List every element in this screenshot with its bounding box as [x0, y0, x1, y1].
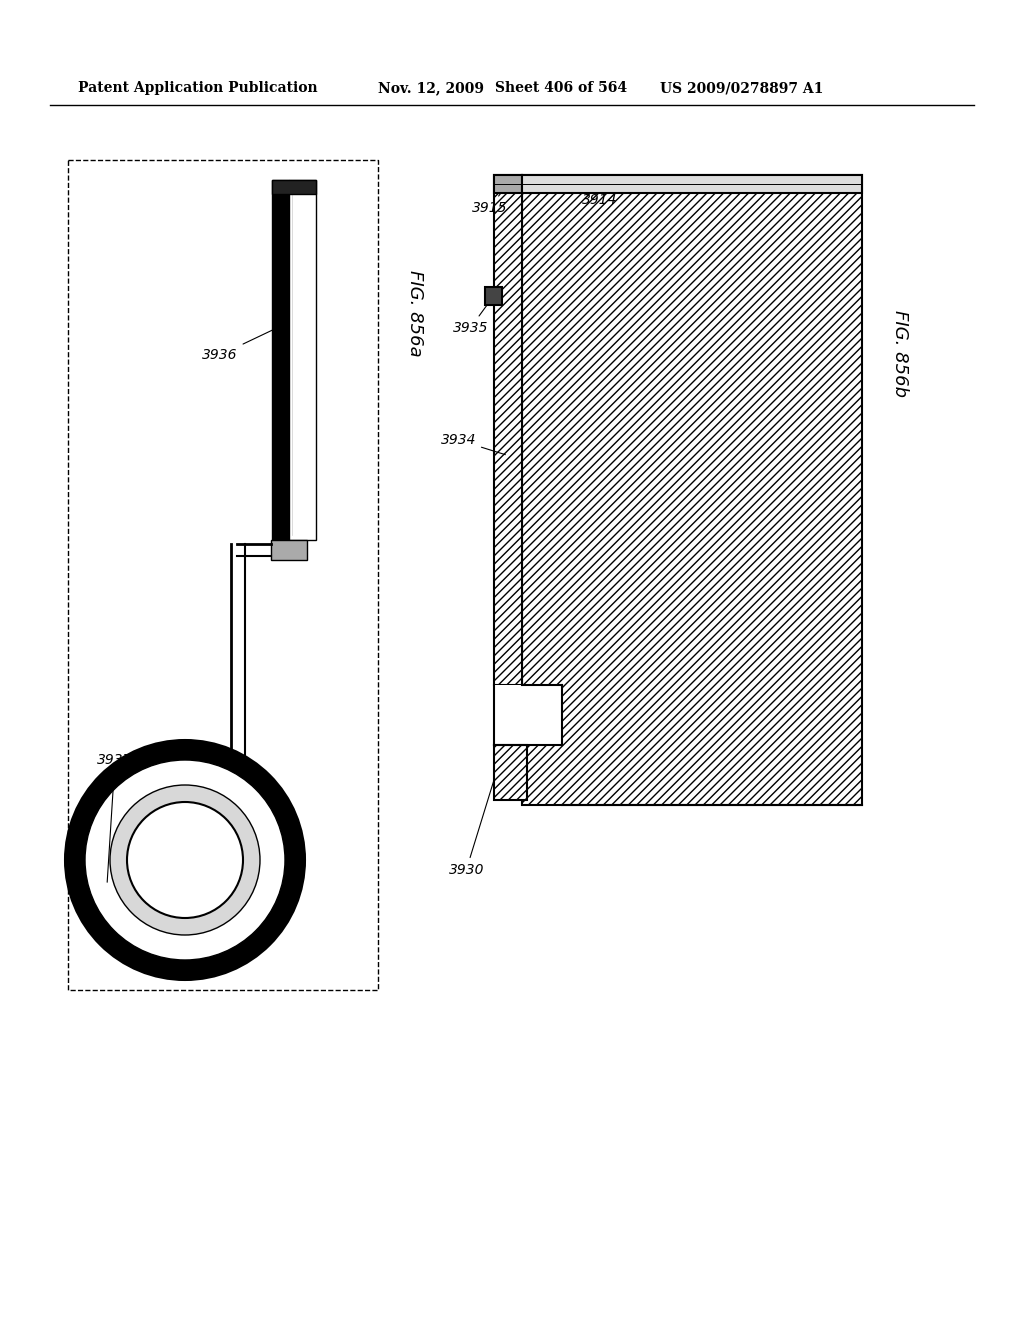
Bar — [494, 176, 522, 193]
Circle shape — [110, 785, 260, 935]
Bar — [68, 160, 378, 990]
Bar — [289, 180, 316, 540]
Text: FIG. 856b: FIG. 856b — [891, 310, 909, 397]
Text: 3937: 3937 — [97, 752, 133, 882]
Bar — [522, 176, 862, 805]
Text: 3915: 3915 — [471, 186, 507, 215]
Text: FIG. 856a: FIG. 856a — [406, 271, 424, 356]
Text: 3936: 3936 — [203, 325, 283, 362]
Bar — [494, 744, 527, 800]
Text: 3934: 3934 — [440, 433, 506, 454]
Text: 3930: 3930 — [449, 718, 513, 876]
Bar — [485, 288, 502, 305]
Bar — [494, 176, 522, 685]
Circle shape — [85, 760, 285, 960]
Text: Sheet 406 of 564: Sheet 406 of 564 — [495, 81, 627, 95]
Bar — [494, 685, 562, 744]
Circle shape — [127, 803, 243, 917]
Bar — [272, 180, 289, 540]
Text: 3935: 3935 — [453, 300, 492, 335]
Text: US 2009/0278897 A1: US 2009/0278897 A1 — [660, 81, 823, 95]
Bar — [522, 176, 862, 193]
Bar — [272, 180, 316, 194]
Text: Nov. 12, 2009: Nov. 12, 2009 — [378, 81, 484, 95]
Text: 3914: 3914 — [564, 185, 617, 207]
Circle shape — [65, 741, 305, 979]
Bar — [271, 540, 307, 560]
Text: Patent Application Publication: Patent Application Publication — [78, 81, 317, 95]
